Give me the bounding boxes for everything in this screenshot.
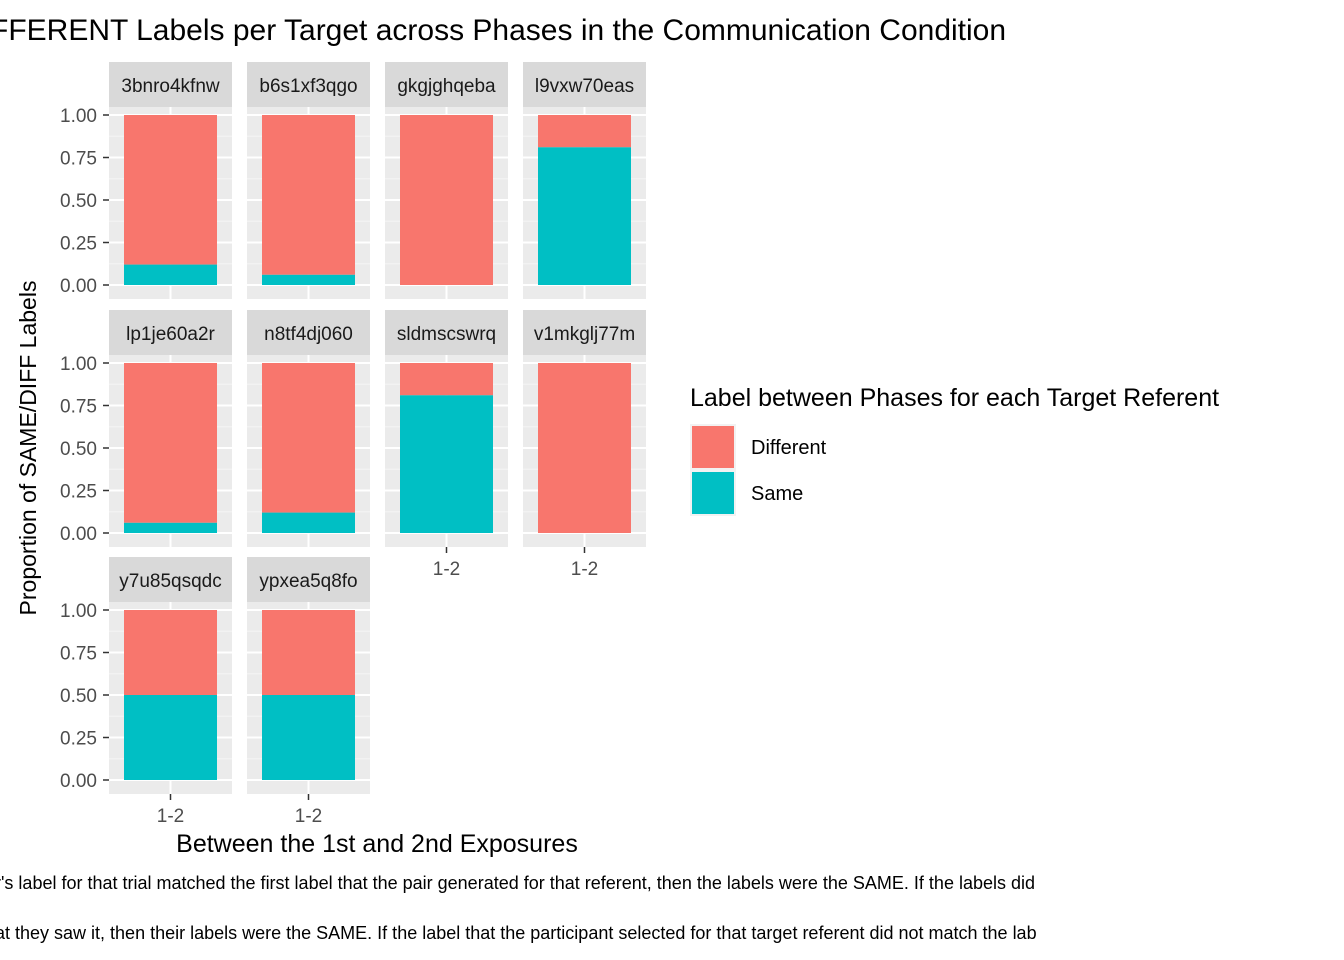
facet-strip-label: lp1je60a2r	[126, 324, 215, 345]
facet-strip	[109, 62, 232, 107]
legend-title: Label between Phases for each Target Ref…	[690, 384, 1219, 412]
caption-line-1: r's label for that trial matched the fir…	[0, 873, 1035, 893]
facet-panels: 3bnro4kfnw 0.00 0.25 0.50 0.75 1.00 b6s1xf3qgo…	[60, 62, 646, 827]
facet-strip-label: y7u85qsqdc	[119, 571, 221, 592]
y-tick-label: 0.50	[60, 191, 97, 212]
facet-strip-label: gkgjghqeba	[397, 76, 496, 97]
bar-same	[400, 395, 493, 533]
facet-panel: 3bnro4kfnw 0.00 0.25 0.50 0.75 1.00	[60, 62, 232, 299]
y-tick-label: 0.25	[60, 729, 97, 750]
y-tick-label: 1.00	[60, 354, 97, 375]
y-tick-label: 1.00	[60, 106, 97, 127]
facet-strip-label: sldmscswrq	[397, 324, 496, 345]
facet-strip	[247, 62, 370, 107]
bar-different	[400, 115, 493, 285]
bar-same	[538, 147, 631, 285]
x-tick-label: 1-2	[433, 559, 460, 580]
legend-key-swatch	[692, 472, 734, 514]
y-tick-label: 0.75	[60, 149, 97, 170]
bar-different	[538, 115, 631, 148]
bar-different	[262, 610, 355, 695]
facet-panel: lp1je60a2r 0.00 0.25 0.50 0.75 1.00	[60, 310, 232, 547]
facet-strip	[247, 557, 370, 602]
y-tick-label: 0.50	[60, 439, 97, 460]
bar-same	[262, 512, 355, 533]
y-tick-label: 1.00	[60, 601, 97, 622]
facet-strip	[109, 557, 232, 602]
facet-panel: n8tf4dj060	[247, 310, 370, 547]
facet-strip	[523, 62, 646, 107]
facet-strip-label: ypxea5q8fo	[259, 571, 357, 592]
y-axis-label: Proportion of SAME/DIFF Labels	[15, 281, 41, 616]
y-tick-label: 0.00	[60, 276, 97, 297]
x-tick-label: 1-2	[295, 806, 322, 827]
facet-strip-label: v1mkglj77m	[534, 324, 635, 345]
y-tick-label: 0.25	[60, 234, 97, 255]
facet-strip	[385, 310, 508, 355]
facet-strip-label: 3bnro4kfnw	[121, 76, 220, 97]
bar-different	[262, 363, 355, 513]
bar-same	[124, 695, 217, 780]
bar-same	[262, 274, 355, 285]
y-tick-label: 0.75	[60, 397, 97, 418]
facet-strip	[247, 310, 370, 355]
bar-different	[124, 610, 217, 695]
bar-different	[538, 363, 631, 533]
facet-panel: b6s1xf3qgo	[247, 62, 370, 299]
y-tick-label: 0.00	[60, 524, 97, 545]
facet-panel: v1mkglj77m 1-2	[523, 310, 646, 580]
facet-strip	[109, 310, 232, 355]
x-tick-label: 1-2	[571, 559, 598, 580]
y-tick-label: 0.50	[60, 686, 97, 707]
bar-different	[262, 115, 355, 275]
legend-keys: Different Same	[690, 424, 827, 516]
y-tick-label: 0.25	[60, 482, 97, 503]
caption-line-2: at they saw it, then their labels were t…	[0, 923, 1037, 943]
facet-panel: gkgjghqeba	[385, 62, 508, 299]
facet-strip-label: b6s1xf3qgo	[259, 76, 357, 97]
y-tick-label: 0.00	[60, 771, 97, 792]
facet-panel: y7u85qsqdc 0.00 0.25 0.50 0.75 1.00 1-2	[60, 557, 232, 827]
facet-panel: sldmscswrq 1-2	[385, 310, 508, 580]
facet-strip	[523, 310, 646, 355]
legend-key-swatch	[692, 426, 734, 468]
facet-strip-label: l9vxw70eas	[535, 76, 634, 97]
bar-different	[400, 363, 493, 396]
bar-same	[124, 264, 217, 285]
legend-key-label: Different	[751, 437, 827, 459]
y-tick-label: 0.75	[60, 644, 97, 665]
chart-title: FFERENT Labels per Target across Phases …	[0, 14, 1006, 47]
x-axis-label: Between the 1st and 2nd Exposures	[176, 830, 578, 858]
facet-panel: l9vxw70eas	[523, 62, 646, 299]
bar-same	[262, 695, 355, 780]
bar-different	[124, 115, 217, 265]
facet-panel: ypxea5q8fo 1-2	[247, 557, 370, 827]
legend: Label between Phases for each Target Ref…	[690, 384, 1219, 516]
legend-key-label: Same	[751, 483, 803, 505]
x-tick-label: 1-2	[157, 806, 184, 827]
facet-strip-label: n8tf4dj060	[264, 324, 353, 345]
bar-same	[124, 522, 217, 533]
bar-different	[124, 363, 217, 523]
facet-strip	[385, 62, 508, 107]
